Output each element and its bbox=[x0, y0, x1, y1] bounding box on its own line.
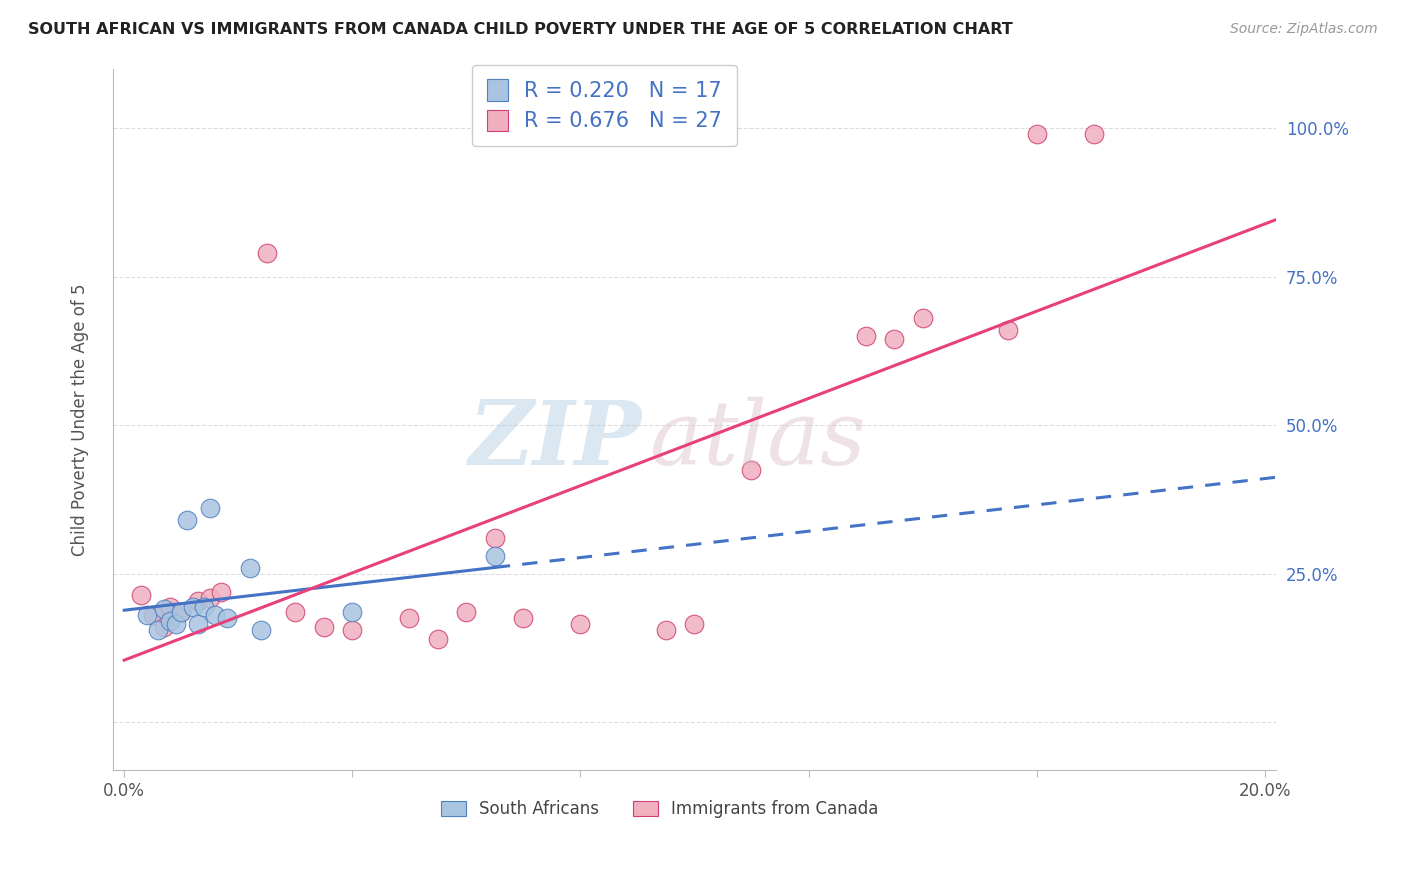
Point bbox=[312, 620, 335, 634]
Point bbox=[215, 611, 238, 625]
Point bbox=[284, 606, 307, 620]
Text: SOUTH AFRICAN VS IMMIGRANTS FROM CANADA CHILD POVERTY UNDER THE AGE OF 5 CORRELA: SOUTH AFRICAN VS IMMIGRANTS FROM CANADA … bbox=[28, 22, 1012, 37]
Point bbox=[398, 611, 420, 625]
Point bbox=[193, 599, 215, 614]
Point bbox=[911, 311, 934, 326]
Point bbox=[997, 323, 1019, 337]
Point bbox=[176, 513, 198, 527]
Point bbox=[342, 624, 364, 638]
Point bbox=[198, 501, 221, 516]
Point bbox=[170, 606, 193, 620]
Point bbox=[142, 608, 165, 623]
Text: ZIP: ZIP bbox=[468, 397, 643, 483]
Point bbox=[256, 245, 278, 260]
Point bbox=[456, 606, 478, 620]
Point bbox=[1025, 127, 1047, 141]
Point bbox=[131, 588, 153, 602]
Point bbox=[153, 620, 176, 634]
Legend: South Africans, Immigrants from Canada: South Africans, Immigrants from Canada bbox=[434, 794, 884, 825]
Point bbox=[187, 617, 209, 632]
Point bbox=[250, 624, 273, 638]
Point bbox=[209, 584, 232, 599]
Text: Source: ZipAtlas.com: Source: ZipAtlas.com bbox=[1230, 22, 1378, 37]
Point bbox=[655, 624, 678, 638]
Point bbox=[198, 591, 221, 605]
Text: atlas: atlas bbox=[650, 397, 866, 483]
Point bbox=[159, 599, 181, 614]
Y-axis label: Child Poverty Under the Age of 5: Child Poverty Under the Age of 5 bbox=[72, 283, 89, 556]
Point bbox=[148, 624, 170, 638]
Point bbox=[342, 606, 364, 620]
Point bbox=[159, 615, 181, 629]
Point bbox=[484, 531, 506, 545]
Point bbox=[740, 463, 762, 477]
Point bbox=[484, 549, 506, 563]
Point bbox=[426, 632, 449, 647]
Point bbox=[165, 617, 187, 632]
Point bbox=[136, 608, 159, 623]
Point bbox=[683, 617, 706, 632]
Point bbox=[512, 611, 534, 625]
Point bbox=[204, 608, 226, 623]
Point bbox=[1083, 127, 1105, 141]
Point bbox=[569, 617, 592, 632]
Point bbox=[187, 593, 209, 607]
Point bbox=[153, 602, 176, 616]
Point bbox=[170, 606, 193, 620]
Point bbox=[883, 332, 905, 346]
Point bbox=[181, 599, 204, 614]
Point bbox=[239, 561, 262, 575]
Point bbox=[855, 329, 877, 343]
